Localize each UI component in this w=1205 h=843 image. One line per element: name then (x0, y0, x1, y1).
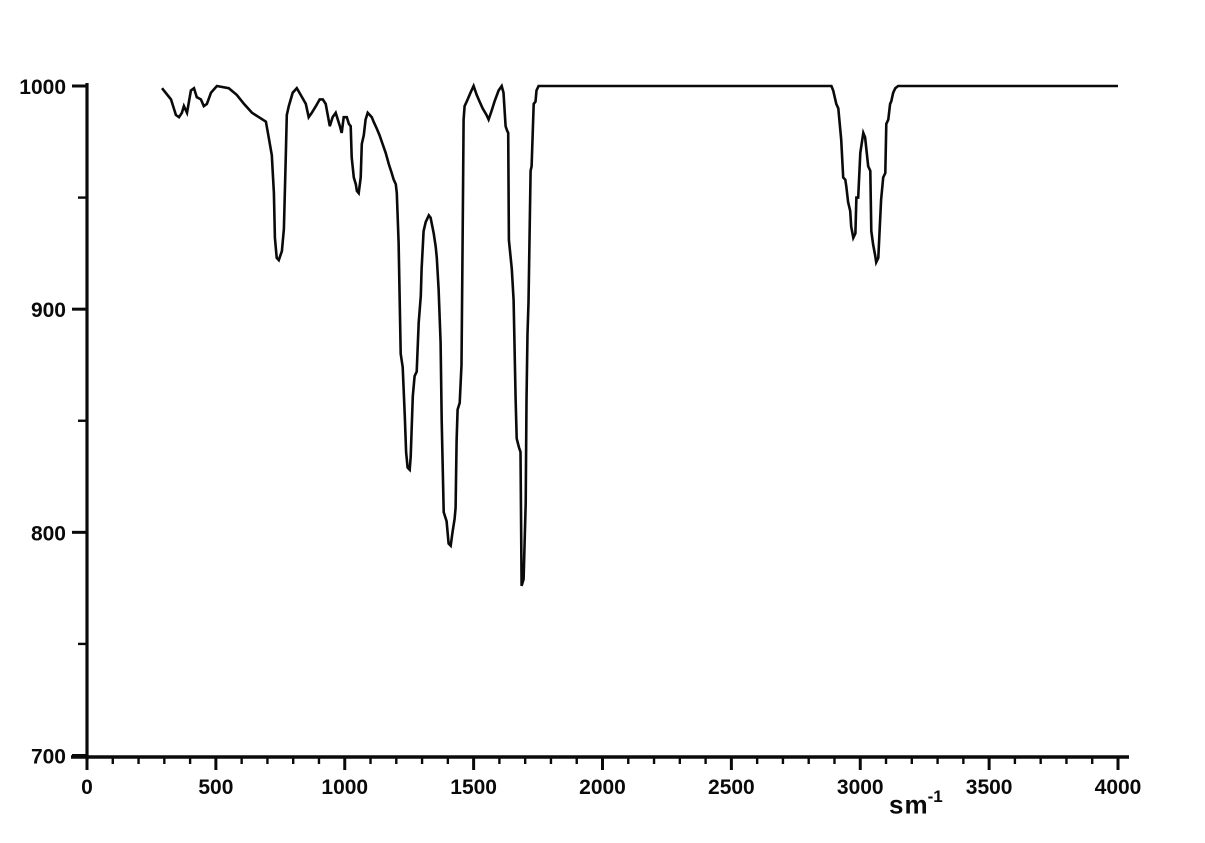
x-axis-unit-base: sm (889, 789, 929, 820)
x-tick-label: 500 (198, 776, 233, 799)
spectrum-curve (160, 82, 1118, 587)
y-tick-label: 900 (31, 299, 66, 322)
y-tick-label: 700 (31, 746, 66, 769)
x-tick-label: 3500 (966, 776, 1013, 799)
x-tick-label: 2500 (708, 776, 755, 799)
x-tick-label: 1500 (450, 776, 497, 799)
x-tick-label: 1000 (321, 776, 368, 799)
y-tick-label: 1000 (19, 76, 66, 99)
x-tick-label: 2000 (579, 776, 626, 799)
x-tick-label: 4000 (1095, 776, 1142, 799)
y-tick-label: 800 (31, 522, 66, 545)
x-tick-label: 3000 (837, 776, 884, 799)
x-axis-unit-label: sm-1 (889, 787, 944, 820)
x-axis-unit-exponent: -1 (927, 787, 943, 806)
x-tick-label: 0 (81, 776, 93, 799)
